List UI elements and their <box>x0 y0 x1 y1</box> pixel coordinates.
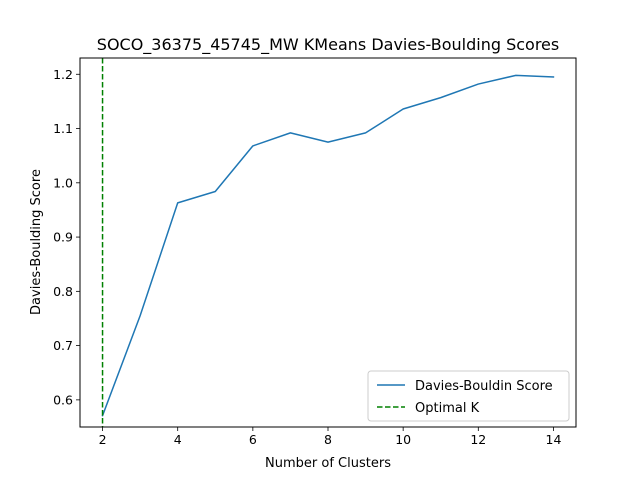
legend: Davies-Bouldin Score Optimal K <box>367 370 570 422</box>
x-axis-label: Number of Clusters <box>265 456 391 471</box>
y-tick-label: 0.6 <box>53 392 73 407</box>
ticks: 2 4 6 8 10 12 14 0.6 0.7 0.8 0.9 1.0 1.1 1.2 <box>53 67 561 447</box>
y-tick-label: 1.1 <box>53 121 73 136</box>
x-tick-label: 14 <box>546 432 562 447</box>
x-tick-label: 8 <box>324 432 332 447</box>
y-tick-label: 1.2 <box>53 67 73 82</box>
legend-label-optimal: Optimal K <box>415 401 480 416</box>
x-tick-label: 12 <box>470 432 486 447</box>
legend-label-score: Davies-Bouldin Score <box>415 379 553 394</box>
y-tick-label: 0.8 <box>53 284 73 299</box>
y-tick-label: 1.0 <box>53 175 73 190</box>
x-tick-label: 6 <box>249 432 257 447</box>
legend-box <box>367 370 570 422</box>
y-tick-label: 0.7 <box>53 338 73 353</box>
y-tick-label: 0.9 <box>53 230 73 245</box>
x-tick-label: 10 <box>395 432 411 447</box>
x-tick-label: 4 <box>174 432 182 447</box>
x-tick-label: 2 <box>99 432 107 447</box>
plot-area <box>101 58 555 427</box>
chart-title: SOCO_36375_45745_MW KMeans Davies-Bouldi… <box>97 35 559 55</box>
y-axis-label: Davies-Boulding Score <box>29 169 44 315</box>
